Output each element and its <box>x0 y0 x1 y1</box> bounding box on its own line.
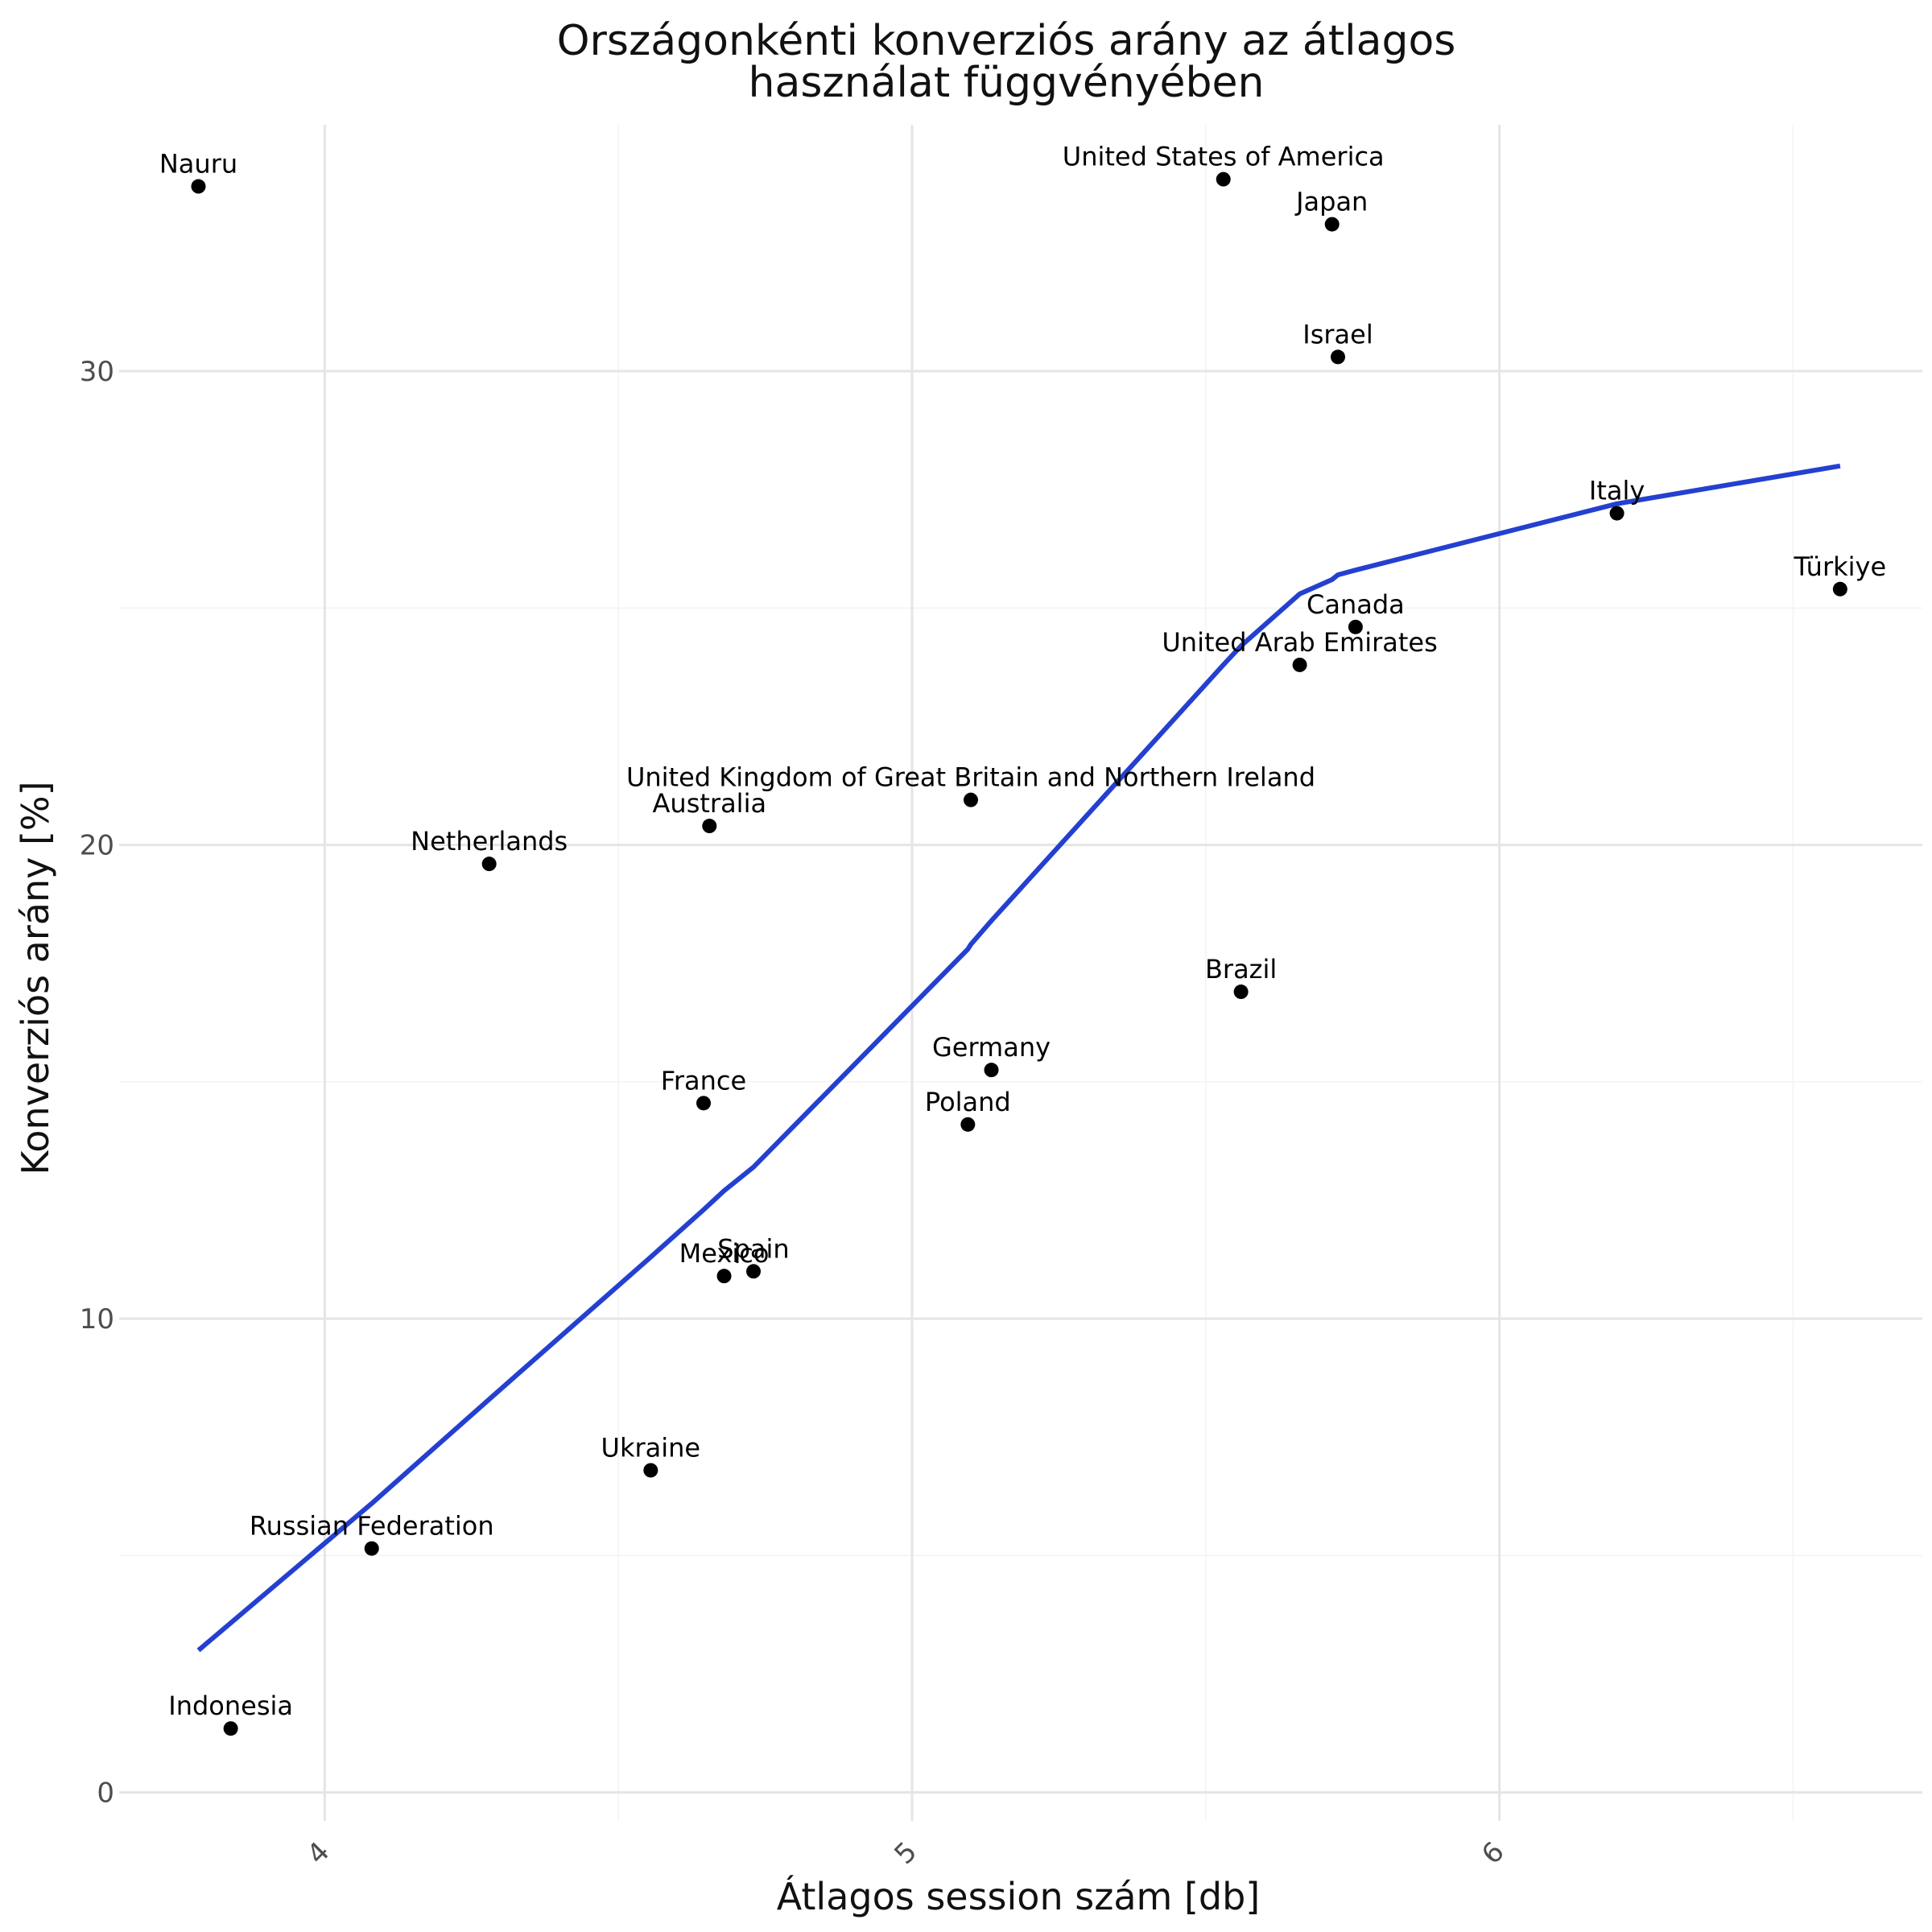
data-point <box>223 1721 238 1736</box>
y-tick-label: 0 <box>97 1777 114 1810</box>
trend-line-group <box>196 463 1841 1653</box>
point-label: Australia <box>653 788 767 819</box>
data-point <box>963 792 978 807</box>
data-point <box>1324 217 1340 232</box>
data-point <box>696 1096 711 1111</box>
point-label: Israel <box>1302 319 1373 349</box>
point-label: Canada <box>1307 589 1405 620</box>
y-tick-label: 10 <box>80 1303 114 1335</box>
data-point <box>643 1463 658 1478</box>
data-point <box>191 179 206 194</box>
x-tick-label: 6 <box>1476 1835 1511 1871</box>
x-tick-label: 4 <box>301 1835 336 1871</box>
point-label: Ukraine <box>601 1432 701 1463</box>
data-point <box>1348 619 1363 634</box>
data-point <box>364 1541 379 1556</box>
data-point <box>960 1117 976 1132</box>
point-label: Japan <box>1294 187 1368 217</box>
point-label: Italy <box>1589 476 1645 506</box>
data-point <box>1216 171 1231 187</box>
data-point <box>1233 985 1249 1000</box>
point-label: Russian Federation <box>250 1511 494 1542</box>
point-label: Spain <box>717 1233 789 1264</box>
data-points <box>191 171 1847 1736</box>
point-label: United States of America <box>1063 142 1385 172</box>
chart-title-line-2: használat függvényében <box>749 59 1265 107</box>
point-label: Netherlands <box>411 826 568 857</box>
point-label: Nauru <box>159 149 237 180</box>
x-axis-ticks: 4 5 6 <box>301 1835 1511 1871</box>
data-point <box>716 1269 732 1284</box>
y-tick-label: 30 <box>80 356 114 388</box>
point-label: France <box>661 1065 746 1096</box>
x-axis-title: Átlagos session szám [db] <box>777 1875 1261 1918</box>
point-label: Brazil <box>1205 954 1277 985</box>
point-label: Mexico <box>679 1238 770 1269</box>
data-point <box>1609 506 1624 521</box>
point-label: United Arab Emirates <box>1162 627 1437 658</box>
point-labels: Nauru United States of America Japan Israel… <box>159 142 1886 1722</box>
data-point <box>1331 349 1346 365</box>
data-point <box>1832 581 1847 597</box>
point-label: Germany <box>932 1032 1051 1063</box>
point-label: United Kingdom of Great Britain and Nort… <box>626 762 1315 793</box>
grid-lines <box>119 125 1922 1821</box>
chart-title-line-1: Országonkénti konverziós arány az átlago… <box>557 17 1456 65</box>
y-axis-ticks: 0 10 20 30 <box>80 356 114 1810</box>
y-tick-label: 20 <box>80 830 114 862</box>
trend-line <box>196 463 1841 1653</box>
point-label: Poland <box>925 1087 1011 1117</box>
y-axis-title: Konverziós arány [%] <box>14 781 57 1174</box>
data-point <box>746 1264 762 1279</box>
data-point <box>984 1063 999 1078</box>
x-tick-label: 5 <box>888 1835 923 1871</box>
data-point <box>1292 657 1307 672</box>
data-point <box>702 819 717 834</box>
point-label: Türkiye <box>1794 551 1887 582</box>
point-label: Indonesia <box>168 1690 293 1721</box>
data-point <box>481 857 497 872</box>
